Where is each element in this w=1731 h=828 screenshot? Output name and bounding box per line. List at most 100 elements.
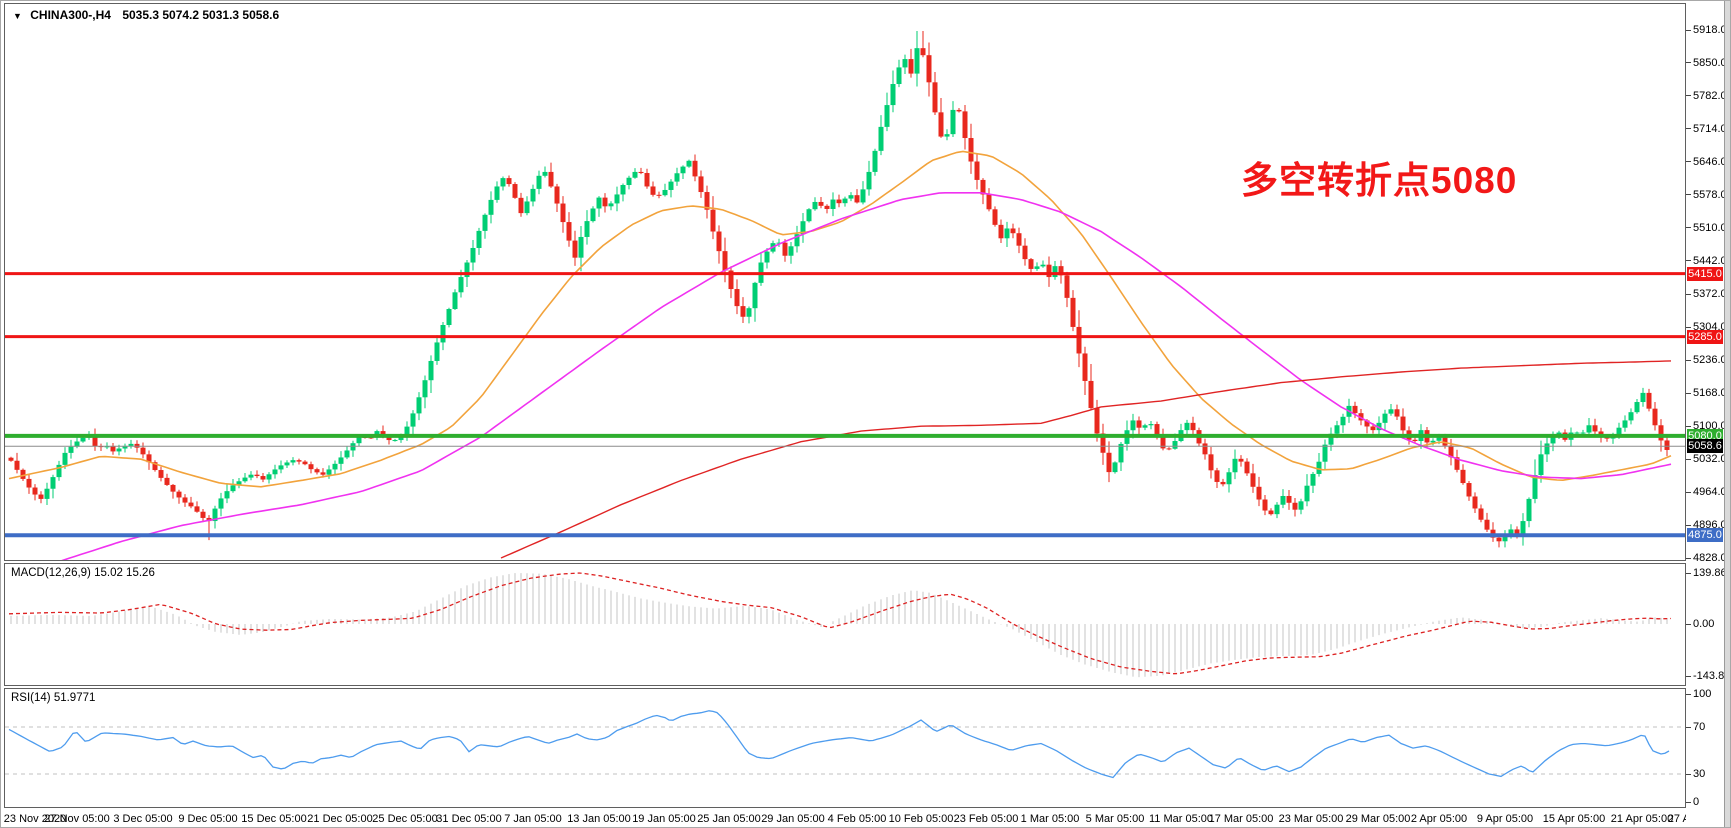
axis-tick-mark [1686, 425, 1691, 427]
axis-tick-mark [1686, 128, 1691, 130]
candle-body [356, 437, 362, 444]
candle-body [296, 460, 302, 462]
rsi-tick-label: 30 [1693, 768, 1706, 780]
axis-tick-mark [1686, 359, 1691, 361]
candle-body [632, 171, 638, 178]
price-tick-label: 5168.0 [1693, 387, 1727, 400]
candle-body [566, 222, 572, 241]
candle-body [1640, 392, 1646, 403]
candle-body [482, 214, 488, 231]
price-axis[interactable]: 5918.0 5850.0 5782.0 5714.0 5646.0 5578.0 5510… [1686, 1, 1730, 827]
ohlc-readout: 5035.3 5074.2 5031.3 5058.6 [122, 8, 280, 22]
candle-body [746, 308, 752, 317]
candle-body [830, 199, 836, 209]
candle-body [1646, 392, 1652, 409]
candle-body [518, 197, 524, 214]
axis-tick-mark [1686, 726, 1691, 728]
candle-body [998, 224, 1004, 239]
macd-chart-svg[interactable] [5, 564, 1685, 685]
candle-body [1082, 353, 1088, 381]
candle-body [8, 457, 14, 461]
time-tick-label: 19 Jan 05:00 [632, 813, 696, 825]
axis-tick-mark [1686, 524, 1691, 526]
candle-body [1628, 412, 1634, 421]
candle-body [1190, 422, 1196, 431]
candle-body [812, 201, 818, 210]
axis-tick-mark [1686, 623, 1691, 625]
candle-body [824, 205, 830, 209]
candle-body [980, 179, 986, 195]
candle-body [860, 189, 866, 203]
axis-tick-mark [1686, 693, 1691, 695]
price-tick-label: 5850.0 [1693, 56, 1727, 69]
time-tick-label: 15 Apr 05:00 [1542, 813, 1606, 825]
candle-body [1664, 440, 1670, 450]
candle-body [1070, 297, 1076, 327]
chart-title: ▼ CHINA300-,H4 5035.3 5074.2 5031.3 5058… [13, 8, 279, 22]
candle-body [308, 464, 314, 470]
candle-body [1394, 409, 1400, 417]
candle-body [140, 447, 146, 455]
candle-body [20, 469, 26, 479]
candle-body [506, 178, 512, 185]
candle-body [1004, 228, 1010, 239]
candle-body [818, 201, 824, 206]
candle-body [26, 478, 32, 488]
axis-tick-mark [1686, 194, 1691, 196]
candle-body [716, 231, 722, 252]
rsi-line [8, 710, 1670, 779]
candle-body [1460, 469, 1466, 484]
candle-body [182, 497, 188, 503]
time-tick-label: 13 Jan 05:00 [567, 813, 631, 825]
candle-body [1184, 422, 1190, 431]
candle-body [1292, 502, 1298, 510]
candle-body [254, 474, 260, 477]
candle-body [1448, 445, 1454, 458]
axis-tick-mark [1686, 95, 1691, 97]
candle-body [1154, 424, 1160, 435]
axis-tick-mark [1686, 293, 1691, 295]
candle-body [1514, 529, 1520, 537]
candle-body [1580, 432, 1586, 434]
candle-body [782, 242, 788, 256]
candle-body [200, 511, 206, 518]
time-axis[interactable]: 23 Nov 2020 27 Nov 05:00 3 Dec 05:00 9 Dec … [1, 810, 1730, 827]
rsi-label: RSI(14) 51.9771 [11, 692, 96, 704]
candle-body [1040, 264, 1046, 267]
candle-body [1208, 454, 1214, 471]
macd-panel[interactable]: MACD(12,26,9) 15.02 15.26 [4, 563, 1686, 686]
price-tick-label: 4896.0 [1693, 519, 1727, 532]
candle-body [1310, 473, 1316, 486]
candle-body [32, 487, 38, 495]
candle-body [380, 431, 386, 437]
candle-body [272, 469, 278, 475]
candle-body [224, 491, 230, 499]
candle-body [1484, 519, 1490, 530]
candle-body [644, 173, 650, 187]
candle-body [74, 441, 80, 447]
candle-body [488, 199, 494, 215]
time-tick-label: 7 Jan 05:00 [504, 813, 562, 825]
candle-body [608, 203, 614, 207]
candle-body [332, 463, 338, 470]
candle-body [908, 59, 914, 74]
axis-tick-mark [1686, 675, 1691, 677]
time-tick-label: 31 Dec 05:00 [436, 813, 502, 825]
candle-body [500, 178, 506, 187]
candle-body [1376, 422, 1382, 431]
candle-body [794, 234, 800, 247]
rsi-panel[interactable]: RSI(14) 51.9771 [4, 688, 1686, 808]
candle-body [992, 209, 998, 225]
candle-body [1130, 420, 1136, 431]
candle-body [752, 282, 758, 309]
price-chart-svg[interactable] [5, 4, 1685, 560]
candle-body [290, 460, 296, 463]
candle-body [680, 166, 686, 174]
symbol-expander-icon[interactable]: ▼ [13, 11, 22, 21]
rsi-chart-svg[interactable] [5, 689, 1685, 807]
candle-body [302, 461, 308, 465]
time-tick-label: 17 Mar 05:00 [1208, 813, 1274, 825]
candle-body [1298, 501, 1304, 510]
price-chart-panel[interactable]: ▼ CHINA300-,H4 5035.3 5074.2 5031.3 5058… [4, 3, 1686, 561]
candle-body [176, 491, 182, 498]
